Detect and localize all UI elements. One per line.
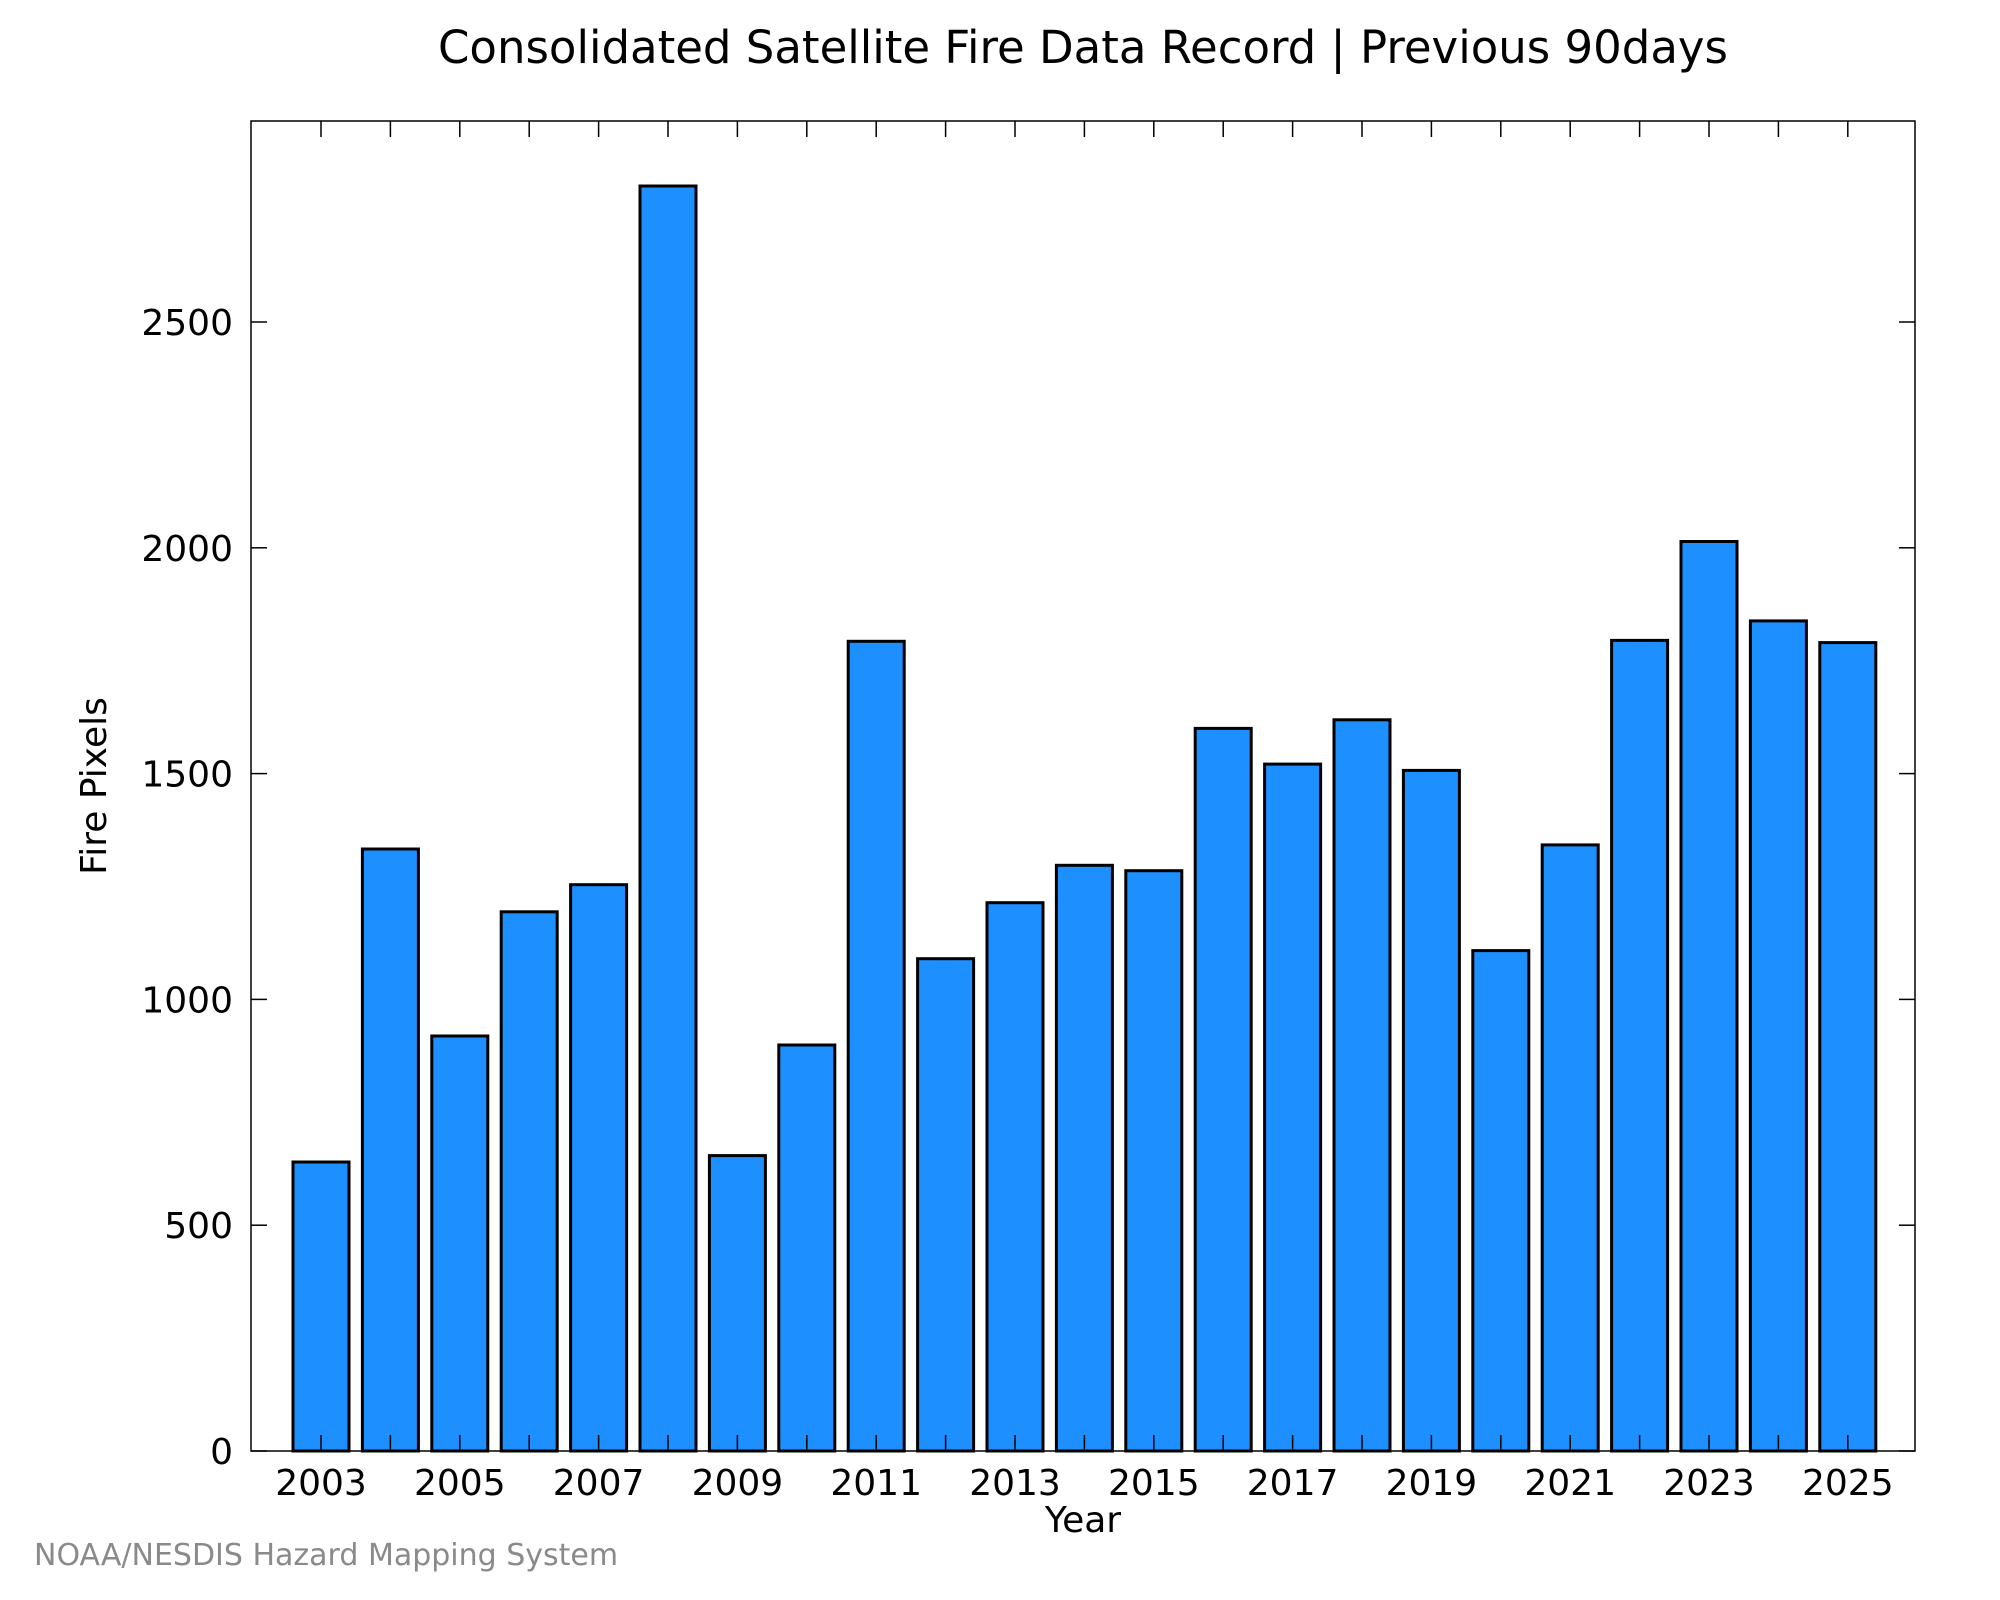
bar-2007 — [569, 883, 629, 1453]
x-tick-label: 2011 — [830, 1463, 922, 1504]
bar-2010 — [777, 1043, 837, 1453]
x-tick-label: 2017 — [1247, 1463, 1339, 1504]
y-tick-label: 1000 — [141, 980, 233, 1021]
x-tick-label: 2015 — [1108, 1463, 1200, 1504]
bar-2020 — [1471, 949, 1531, 1453]
x-tick-label: 2019 — [1386, 1463, 1478, 1504]
bar-2015 — [1124, 869, 1184, 1453]
x-tick-label: 2025 — [1802, 1463, 1894, 1504]
bar-2003 — [291, 1160, 351, 1453]
x-tick-label: 2005 — [414, 1463, 506, 1504]
bar-2019 — [1401, 768, 1461, 1453]
chart-title: Consolidated Satellite Fire Data Record … — [438, 21, 1728, 74]
bar-2022 — [1610, 638, 1670, 1453]
bar-2013 — [985, 901, 1045, 1453]
y-tick-label: 2000 — [141, 529, 233, 570]
x-tick-label: 2007 — [553, 1463, 645, 1504]
y-tick-label: 1500 — [141, 755, 233, 796]
bar-2006 — [499, 910, 559, 1453]
x-axis: 2003 2005 2007 2009 2011 2013 2015 2017 2019 2021… — [275, 121, 1894, 1504]
bar-2004 — [360, 847, 420, 1453]
x-tick-label: 2003 — [275, 1463, 367, 1504]
x-tick-label: 2021 — [1524, 1463, 1616, 1504]
x-axis-label: Year — [1044, 1500, 1121, 1541]
y-tick-label: 500 — [164, 1206, 233, 1247]
bar-2012 — [916, 957, 976, 1453]
y-axis: 0 500 1000 1500 2000 2500 — [141, 303, 1915, 1473]
y-axis-label: Fire Pixels — [74, 697, 115, 875]
y-tick-label: 2500 — [141, 303, 233, 344]
x-tick-label: 2009 — [692, 1463, 784, 1504]
bars-group — [291, 184, 1878, 1453]
source-credit: NOAA/NESDIS Hazard Mapping System — [34, 1538, 619, 1573]
bar-2021 — [1540, 843, 1600, 1453]
bar-2014 — [1054, 863, 1114, 1453]
bar-2016 — [1193, 726, 1253, 1453]
bar-2017 — [1263, 762, 1323, 1453]
x-tick-label: 2023 — [1663, 1463, 1755, 1504]
bar-2023 — [1679, 540, 1739, 1453]
bar-2009 — [707, 1154, 767, 1453]
bar-2005 — [430, 1034, 490, 1453]
bar-2018 — [1332, 718, 1392, 1453]
bar-2024 — [1748, 619, 1808, 1453]
bar-2008 — [638, 184, 698, 1453]
bar-2025 — [1818, 641, 1878, 1453]
y-tick-label: 0 — [210, 1432, 233, 1473]
x-tick-label: 2013 — [969, 1463, 1061, 1504]
bar-2011 — [846, 639, 906, 1453]
